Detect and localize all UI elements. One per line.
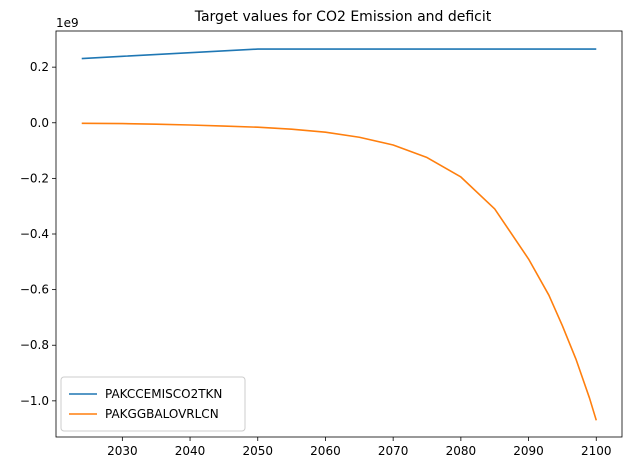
x-tick-label: 2060 bbox=[310, 444, 341, 458]
y-axis-offset-label: 1e9 bbox=[56, 16, 79, 30]
x-tick-label: 2040 bbox=[175, 444, 206, 458]
x-tick-label: 2090 bbox=[513, 444, 544, 458]
y-tick-label: −0.4 bbox=[20, 227, 49, 241]
legend-label: PAKCCEMISCO2TKN bbox=[105, 387, 222, 401]
x-tick-label: 2080 bbox=[446, 444, 477, 458]
x-tick-label: 2050 bbox=[242, 444, 273, 458]
legend: PAKCCEMISCO2TKN PAKGGBALOVRLCN bbox=[60, 376, 246, 432]
y-tick-label: −0.6 bbox=[20, 283, 49, 297]
y-axis: 0.2 0.0 −0.2 −0.4 −0.6 −0.8 −1.0 bbox=[20, 60, 56, 408]
series-line-2 bbox=[81, 122, 598, 421]
y-tick-label: −1.0 bbox=[20, 394, 49, 408]
y-tick-label: 0.0 bbox=[30, 116, 49, 130]
x-tick-label: 2070 bbox=[378, 444, 409, 458]
series-lines bbox=[81, 48, 598, 421]
legend-box bbox=[60, 376, 246, 432]
legend-label: PAKGGBALOVRLCN bbox=[105, 407, 219, 421]
x-tick-label: 2100 bbox=[581, 444, 612, 458]
y-tick-label: −0.2 bbox=[20, 171, 49, 185]
y-tick-label: −0.8 bbox=[20, 338, 49, 352]
y-tick-label: 0.2 bbox=[30, 60, 49, 74]
series-line-1 bbox=[81, 48, 597, 60]
x-axis: 2030 2040 2050 2060 2070 2080 2090 2100 bbox=[107, 437, 612, 458]
plot-frame bbox=[55, 30, 623, 438]
chart-title: Target values for CO2 Emission and defic… bbox=[194, 9, 492, 25]
x-tick-label: 2030 bbox=[107, 444, 138, 458]
